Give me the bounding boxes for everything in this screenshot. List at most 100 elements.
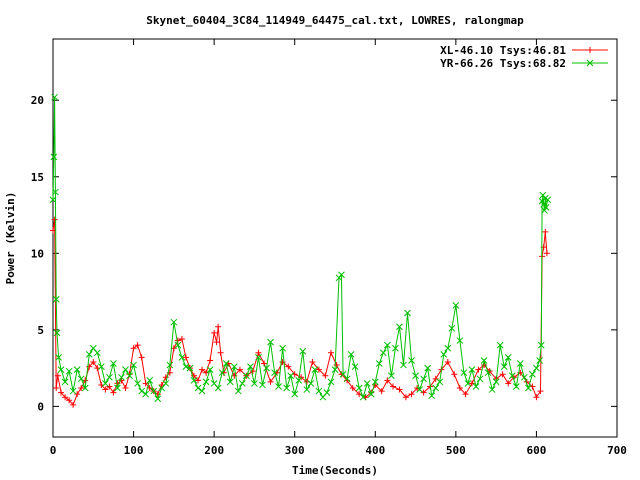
data-point: [468, 380, 475, 387]
data-point: [322, 372, 329, 379]
data-point: [327, 378, 335, 386]
data-point: [299, 347, 307, 355]
data-point: [416, 386, 423, 393]
x-tick-label: 600: [526, 444, 546, 457]
data-point: [544, 196, 552, 204]
data-point: [142, 390, 150, 398]
data-point: [74, 391, 81, 398]
data-point: [198, 387, 206, 395]
data-point: [217, 349, 224, 356]
chart-title: Skynet_60404_3C84_114949_64475_cal.txt, …: [146, 14, 524, 27]
data-point: [464, 380, 472, 387]
data-point: [166, 361, 174, 369]
data-point: [396, 323, 403, 331]
data-point: [162, 380, 170, 387]
data-point: [432, 375, 439, 382]
data-point: [315, 366, 322, 373]
axes: 0 100 200 300 400 500 600 700 0 5 10 15 20: [31, 39, 627, 457]
data-point: [315, 387, 323, 395]
data-point: [432, 384, 440, 392]
data-point: [400, 361, 407, 369]
data-point: [85, 350, 93, 358]
x-tick-label: 100: [124, 444, 144, 457]
x-tick-label: 400: [365, 444, 385, 457]
x-tick-label: 0: [50, 444, 57, 457]
y-tick-label: 15: [31, 171, 44, 184]
data-point: [57, 366, 65, 373]
data-point: [110, 360, 117, 367]
data-point: [351, 363, 359, 370]
data-point: [499, 371, 506, 378]
data-point: [349, 385, 356, 392]
data-point: [150, 387, 158, 395]
data-point: [203, 369, 210, 376]
x-tick-label: 500: [446, 444, 466, 457]
data-point: [379, 349, 387, 357]
data-point: [267, 378, 274, 385]
data-point: [537, 388, 544, 395]
data-point: [202, 378, 210, 386]
data-point: [475, 366, 482, 373]
data-point: [492, 378, 500, 386]
x-tick-label: 300: [285, 444, 305, 457]
data-point: [359, 393, 367, 401]
data-point: [367, 390, 375, 398]
data-point: [420, 389, 427, 396]
data-point: [529, 370, 536, 378]
data-point: [214, 384, 222, 392]
data-point: [420, 375, 427, 383]
data-point: [118, 373, 125, 381]
data-point: [496, 341, 504, 349]
data-point: [440, 350, 448, 358]
data-point: [285, 363, 292, 370]
data-point: [476, 375, 484, 383]
data-point: [50, 227, 56, 234]
data-point: [356, 391, 363, 398]
data-point: [295, 377, 303, 384]
data-point: [53, 385, 60, 392]
data-point: [49, 196, 57, 204]
data-point: [375, 360, 383, 367]
data-point: [106, 383, 113, 390]
data-point: [338, 271, 345, 279]
data-point: [287, 372, 295, 380]
y-tick-label: 20: [31, 94, 44, 107]
data-point: [468, 366, 476, 373]
data-point: [412, 372, 419, 380]
data-point: [178, 354, 186, 361]
data-point: [81, 384, 89, 392]
data-point: [178, 336, 185, 343]
data-point: [126, 372, 133, 380]
data-point: [536, 357, 544, 364]
data-point: [488, 386, 496, 393]
data-point: [327, 349, 334, 356]
data-point: [90, 358, 97, 365]
data-point: [388, 372, 395, 380]
data-point: [520, 373, 528, 381]
data-point: [537, 341, 545, 349]
data-point: [78, 385, 85, 392]
data-point: [504, 354, 512, 361]
data-point: [102, 380, 109, 387]
data-point: [472, 383, 480, 390]
data-point: [259, 381, 266, 389]
data-point: [444, 344, 452, 352]
data-point: [52, 188, 59, 196]
data-point: [404, 309, 411, 317]
data-point: [263, 364, 270, 372]
data-point: [211, 329, 218, 336]
data-point: [333, 362, 340, 369]
data-point: [255, 349, 262, 356]
data-point: [236, 366, 243, 373]
data-point: [206, 366, 214, 373]
data-point: [130, 345, 137, 352]
x-axis-label: Time(Seconds): [292, 464, 378, 477]
data-point: [508, 372, 516, 380]
data-point: [238, 380, 246, 387]
data-point: [542, 228, 549, 235]
data-point: [130, 361, 137, 369]
data-point: [73, 366, 81, 373]
data-point: [378, 388, 385, 395]
data-point: [195, 377, 202, 384]
